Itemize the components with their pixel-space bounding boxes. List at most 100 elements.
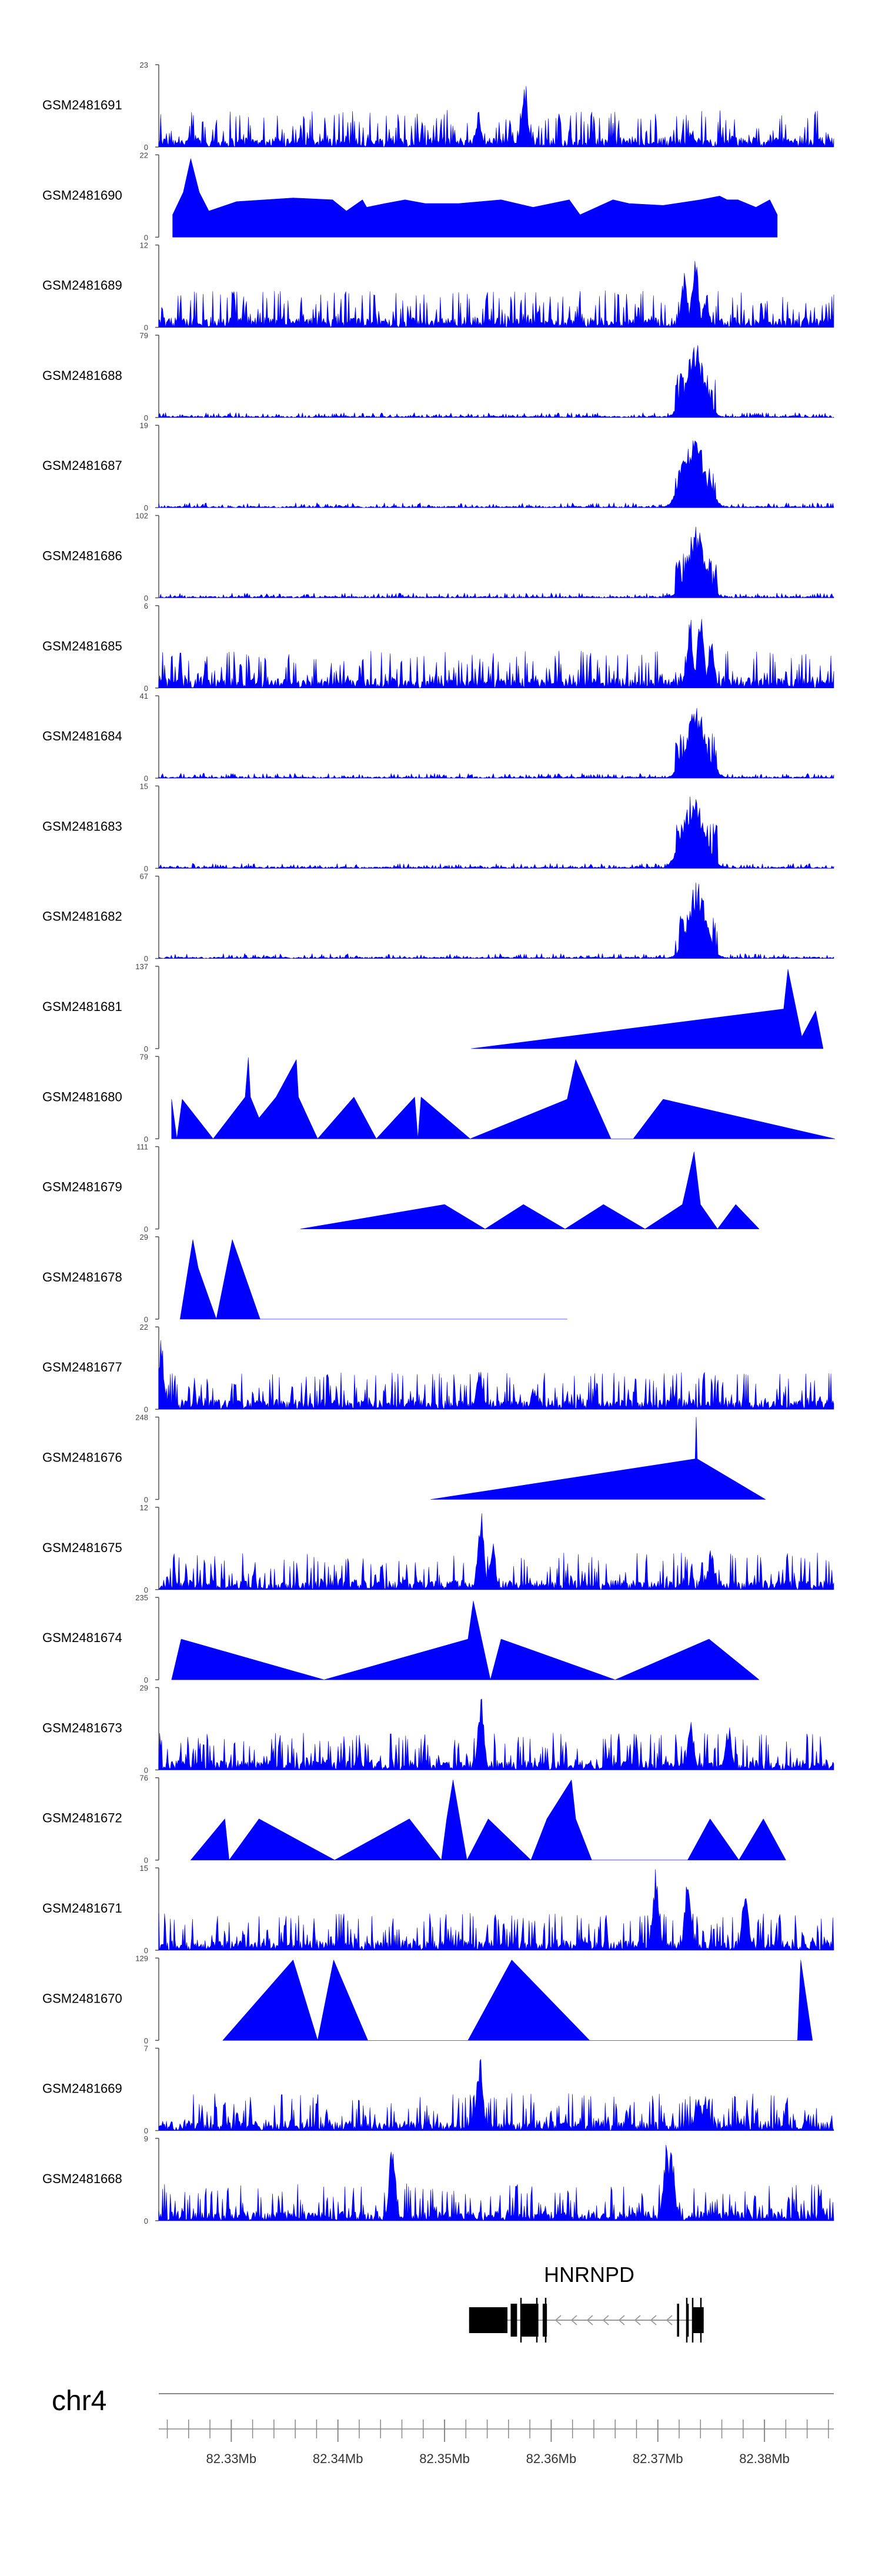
track-gsm2481670: GSM2481670 129 0: [42, 1954, 813, 2045]
track-signal-area: [158, 1699, 834, 1770]
data-tracks: GSM2481691230GSM2481690220GSM2481689120G…: [42, 61, 836, 2225]
track-gsm2481674: GSM2481674 235 0: [42, 1593, 760, 1684]
track-signal-area: [191, 1780, 786, 1860]
track-label: GSM2481672: [42, 1811, 122, 1826]
gene-exon: [542, 2304, 547, 2337]
axis-tick-label: 82.36Mb: [526, 2451, 577, 2466]
chromosome-label: chr4: [52, 2385, 106, 2417]
track-label: GSM2481678: [42, 1270, 122, 1284]
track-signal-area: [158, 345, 834, 418]
track-gsm2481687: GSM2481687 19 0: [42, 421, 834, 512]
gene-label: HNRNPD: [544, 2263, 634, 2287]
track-y-max-label: 76: [140, 1774, 148, 1783]
axis-tick-label: 82.38Mb: [739, 2451, 790, 2466]
track-label: GSM2481682: [42, 909, 122, 924]
track-gsm2481679: GSM2481679 111 0: [42, 1143, 760, 1234]
track-y-max-label: 248: [135, 1413, 148, 1422]
track-gsm2481688: GSM2481688 79 0: [42, 331, 834, 422]
track-label: GSM2481683: [42, 819, 122, 833]
axis-tick-label: 82.37Mb: [633, 2451, 683, 2466]
track-y-max-label: 79: [140, 1052, 148, 1061]
track-y-min-label: 0: [144, 143, 148, 152]
track-y-min-label: 0: [144, 1496, 148, 1504]
track-y-max-label: 15: [140, 1864, 148, 1873]
track-y-max-label: 41: [140, 692, 148, 700]
track-label: GSM2481681: [42, 999, 122, 1014]
track-label: GSM2481679: [42, 1180, 122, 1194]
track-signal-area: [158, 526, 834, 598]
track-y-max-label: 79: [140, 331, 148, 340]
track-y-max-label: 23: [140, 61, 148, 69]
track-signal-area: [158, 261, 834, 328]
strand-arrow-icon: [586, 2315, 593, 2325]
track-y-min-label: 0: [144, 2127, 148, 2135]
track-y-max-label: 6: [144, 602, 148, 610]
track-label: GSM2481677: [42, 1360, 122, 1374]
track-signal-area: [172, 158, 778, 238]
track-y-max-label: 67: [140, 872, 148, 881]
track-gsm2481672: GSM2481672 76 0: [42, 1774, 786, 1865]
gene-annotation-track: HNRNPD: [469, 2263, 704, 2343]
track-y-min-label: 0: [144, 503, 148, 512]
track-signal-area: [158, 2059, 834, 2131]
track-label: GSM2481686: [42, 549, 122, 563]
track-y-max-label: 12: [140, 1503, 148, 1512]
track-y-max-label: 102: [135, 512, 148, 520]
track-gsm2481680: GSM2481680 79 0: [42, 1052, 836, 1143]
track-gsm2481671: GSM2481671 15 0: [42, 1864, 834, 1955]
track-gsm2481685: GSM2481685 6 0: [42, 602, 834, 693]
track-label: GSM2481690: [42, 188, 122, 202]
track-y-max-label: 235: [135, 1593, 148, 1602]
track-y-min-label: 0: [144, 233, 148, 242]
track-label: GSM2481675: [42, 1540, 122, 1555]
track-signal-area: [471, 969, 824, 1049]
track-y-min-label: 0: [144, 2036, 148, 2045]
strand-arrow-icon: [650, 2315, 657, 2325]
axis-tick-label: 82.35Mb: [419, 2451, 470, 2466]
track-y-max-label: 22: [140, 151, 148, 159]
axis-tick-label: 82.33Mb: [206, 2451, 257, 2466]
track-gsm2481675: GSM2481675 12 0: [42, 1503, 834, 1594]
track-y-min-label: 0: [144, 1225, 148, 1234]
track-gsm2481684: GSM2481684 41 0: [42, 692, 834, 783]
track-y-min-label: 0: [144, 1315, 148, 1324]
track-signal-area: [158, 708, 834, 779]
track-y-max-label: 111: [136, 1143, 148, 1152]
track-y-min-label: 0: [144, 1586, 148, 1594]
track-label: GSM2481691: [42, 98, 122, 112]
track-y-max-label: 9: [144, 2134, 148, 2143]
track-y-min-label: 0: [144, 594, 148, 603]
track-y-min-label: 0: [144, 1676, 148, 1684]
track-gsm2481689: GSM2481689 12 0: [42, 241, 834, 332]
track-label: GSM2481668: [42, 2171, 122, 2186]
track-y-min-label: 0: [144, 1856, 148, 1865]
track-y-min-label: 0: [144, 864, 148, 873]
track-label: GSM2481685: [42, 639, 122, 653]
gene-model: [469, 2298, 704, 2343]
track-label: GSM2481669: [42, 2081, 122, 2096]
track-y-max-label: 12: [140, 241, 148, 250]
track-label: GSM2481674: [42, 1630, 122, 1645]
strand-arrow-icon: [602, 2315, 609, 2325]
track-gsm2481690: GSM2481690 22 0: [42, 151, 778, 242]
track-signal-area: [180, 1239, 567, 1320]
track-y-min-label: 0: [144, 1405, 148, 1414]
gene-exon: [510, 2304, 517, 2337]
axis-tick-label: 82.34Mb: [313, 2451, 363, 2466]
track-label: GSM2481680: [42, 1089, 122, 1104]
track-gsm2481669: GSM2481669 7 0: [42, 2044, 834, 2135]
strand-arrow-icon: [554, 2315, 562, 2325]
track-signal-area: [158, 882, 834, 959]
track-gsm2481681: GSM2481681 137 0: [42, 962, 824, 1053]
track-y-min-label: 0: [144, 1946, 148, 1955]
track-y-min-label: 0: [144, 1766, 148, 1774]
gene-exon: [677, 2304, 680, 2337]
track-signal-area: [171, 1057, 836, 1139]
track-y-min-label: 0: [144, 955, 148, 963]
track-gsm2481686: GSM2481686 102 0: [42, 512, 834, 603]
track-gsm2481668: GSM2481668 9 0: [42, 2134, 834, 2225]
track-y-min-label: 0: [144, 684, 148, 693]
strand-arrow-icon: [618, 2315, 625, 2325]
track-y-min-label: 0: [144, 1134, 148, 1143]
